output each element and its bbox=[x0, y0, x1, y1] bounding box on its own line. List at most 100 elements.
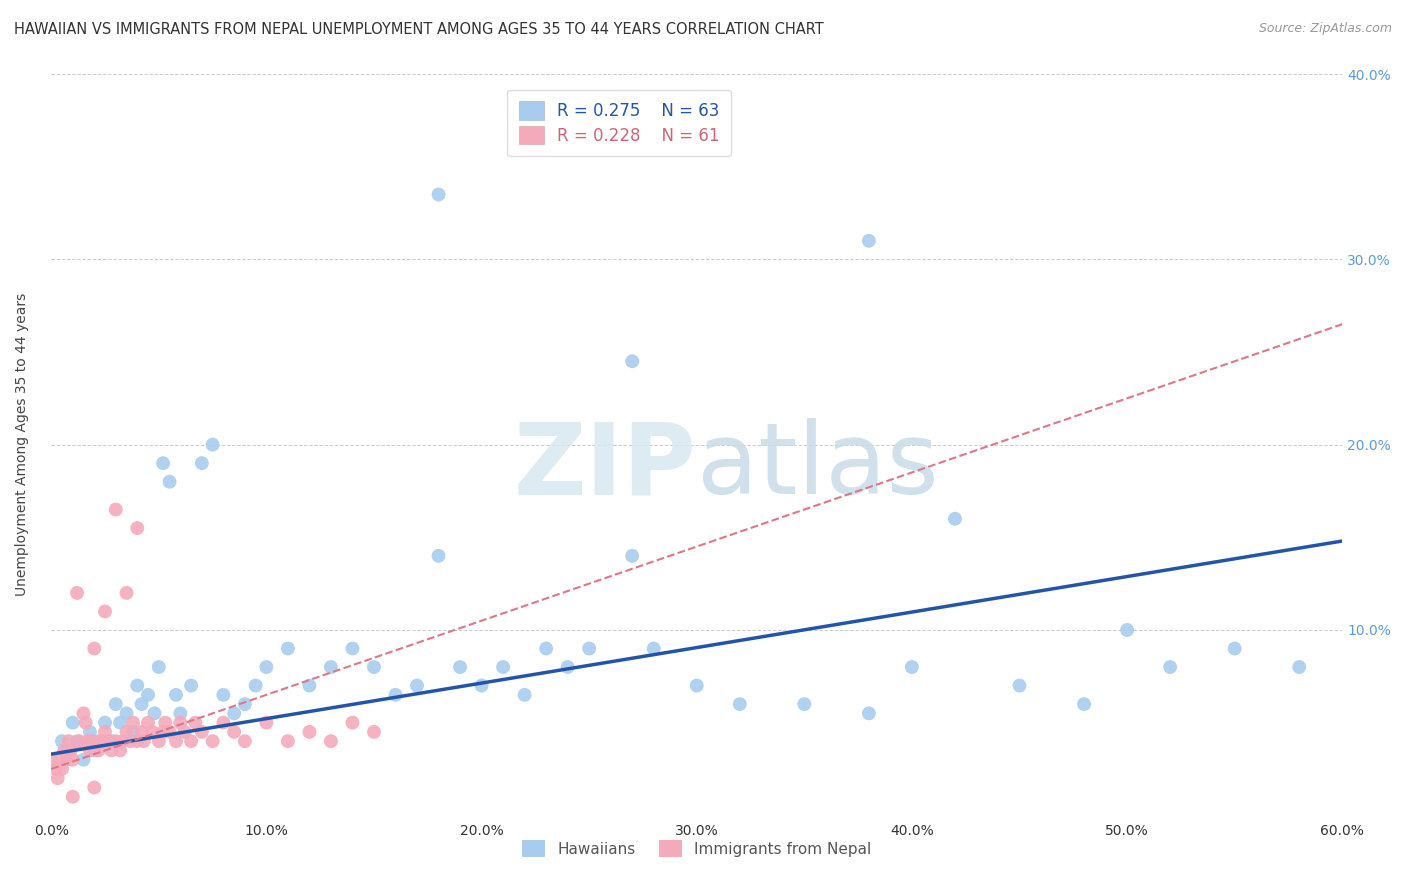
Point bbox=[406, 679, 429, 693]
Point bbox=[62, 789, 84, 804]
Point bbox=[534, 641, 557, 656]
Point bbox=[1116, 623, 1139, 637]
Point bbox=[277, 641, 299, 656]
Point bbox=[46, 771, 69, 785]
Point bbox=[104, 502, 127, 516]
Point bbox=[148, 660, 170, 674]
Text: HAWAIIAN VS IMMIGRANTS FROM NEPAL UNEMPLOYMENT AMONG AGES 35 TO 44 YEARS CORRELA: HAWAIIAN VS IMMIGRANTS FROM NEPAL UNEMPL… bbox=[14, 22, 824, 37]
Point bbox=[363, 725, 385, 739]
Point bbox=[94, 604, 117, 618]
Point bbox=[643, 641, 665, 656]
Point bbox=[159, 725, 181, 739]
Point bbox=[169, 706, 191, 721]
Point bbox=[427, 549, 450, 563]
Point bbox=[212, 688, 235, 702]
Text: Source: ZipAtlas.com: Source: ZipAtlas.com bbox=[1258, 22, 1392, 36]
Point bbox=[224, 725, 246, 739]
Point bbox=[127, 679, 149, 693]
Point bbox=[384, 688, 406, 702]
Point bbox=[363, 660, 385, 674]
Point bbox=[155, 715, 177, 730]
Point bbox=[91, 734, 114, 748]
Point bbox=[115, 586, 138, 600]
Point bbox=[201, 734, 224, 748]
Point bbox=[191, 456, 214, 470]
Point bbox=[104, 697, 127, 711]
Point bbox=[72, 706, 94, 721]
Point bbox=[152, 725, 174, 739]
Point bbox=[76, 734, 98, 748]
Point bbox=[100, 734, 122, 748]
Point bbox=[148, 734, 170, 748]
Point bbox=[115, 706, 138, 721]
Point bbox=[943, 512, 966, 526]
Point bbox=[858, 706, 880, 721]
Point bbox=[169, 715, 191, 730]
Point bbox=[1223, 641, 1246, 656]
Point bbox=[58, 734, 80, 748]
Point bbox=[59, 743, 82, 757]
Point bbox=[1008, 679, 1031, 693]
Point bbox=[165, 734, 187, 748]
Point bbox=[1288, 660, 1310, 674]
Point bbox=[122, 725, 145, 739]
Point bbox=[75, 715, 97, 730]
Point bbox=[62, 715, 84, 730]
Point bbox=[100, 743, 122, 757]
Text: atlas: atlas bbox=[697, 418, 938, 516]
Point bbox=[728, 697, 751, 711]
Point bbox=[449, 660, 471, 674]
Point bbox=[342, 715, 364, 730]
Point bbox=[94, 725, 117, 739]
Point bbox=[49, 753, 72, 767]
Point bbox=[492, 660, 515, 674]
Point bbox=[122, 715, 145, 730]
Point bbox=[72, 753, 94, 767]
Point bbox=[127, 734, 149, 748]
Point bbox=[212, 715, 235, 730]
Point bbox=[136, 688, 159, 702]
Point bbox=[191, 725, 214, 739]
Point bbox=[1073, 697, 1095, 711]
Point bbox=[858, 234, 880, 248]
Point bbox=[793, 697, 815, 711]
Point bbox=[254, 715, 277, 730]
Point bbox=[83, 641, 105, 656]
Point bbox=[67, 734, 90, 748]
Point bbox=[87, 743, 110, 757]
Point bbox=[98, 734, 121, 748]
Point bbox=[180, 679, 202, 693]
Point bbox=[115, 725, 138, 739]
Point bbox=[131, 697, 153, 711]
Point bbox=[159, 475, 181, 489]
Point bbox=[79, 743, 101, 757]
Point bbox=[277, 734, 299, 748]
Point bbox=[66, 734, 89, 748]
Text: ZIP: ZIP bbox=[513, 418, 697, 516]
Point bbox=[180, 734, 202, 748]
Point bbox=[90, 734, 112, 748]
Legend: Hawaiians, Immigrants from Nepal: Hawaiians, Immigrants from Nepal bbox=[516, 834, 877, 863]
Point bbox=[165, 688, 187, 702]
Y-axis label: Unemployment Among Ages 35 to 44 years: Unemployment Among Ages 35 to 44 years bbox=[15, 293, 30, 596]
Point bbox=[471, 679, 494, 693]
Point bbox=[578, 641, 600, 656]
Point bbox=[245, 679, 267, 693]
Point bbox=[108, 715, 131, 730]
Point bbox=[201, 437, 224, 451]
Point bbox=[319, 734, 342, 748]
Point bbox=[62, 753, 84, 767]
Point bbox=[141, 725, 163, 739]
Point bbox=[342, 641, 364, 656]
Point bbox=[83, 780, 105, 795]
Point bbox=[621, 549, 644, 563]
Point bbox=[55, 753, 77, 767]
Point bbox=[44, 762, 66, 776]
Point bbox=[233, 734, 256, 748]
Point bbox=[104, 734, 127, 748]
Point bbox=[127, 521, 149, 535]
Point bbox=[51, 734, 73, 748]
Point bbox=[184, 715, 207, 730]
Point bbox=[58, 743, 80, 757]
Point bbox=[557, 660, 579, 674]
